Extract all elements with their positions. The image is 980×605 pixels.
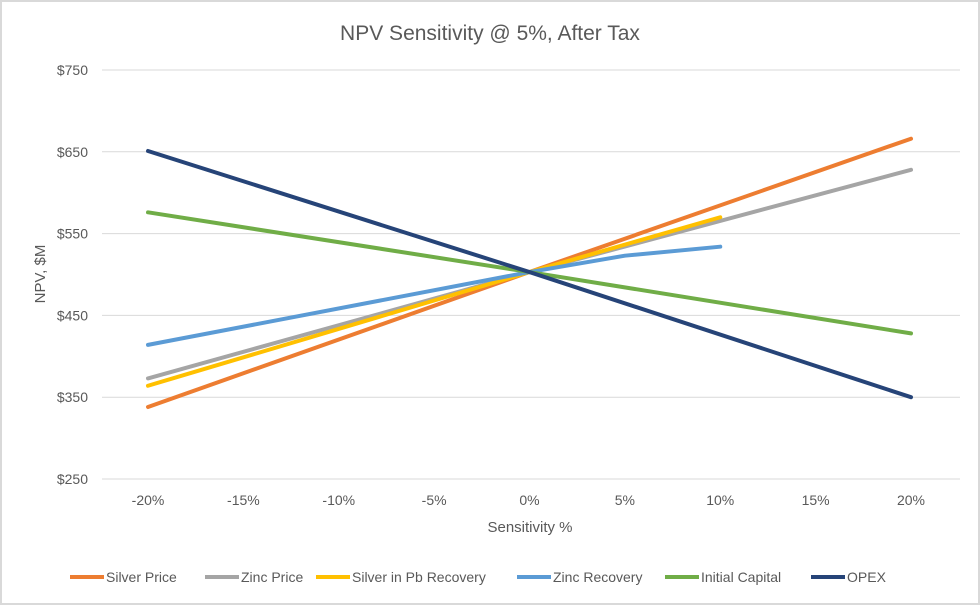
x-tick-label: 15% (802, 492, 830, 508)
y-tick-label: $350 (57, 389, 88, 405)
legend-item: Silver Price (70, 569, 177, 585)
legend-item: Zinc Price (205, 569, 303, 585)
legend-label: Zinc Price (241, 569, 303, 585)
x-tick-label: -10% (322, 492, 355, 508)
legend-item: Silver in Pb Recovery (316, 569, 486, 585)
legend-label: OPEX (847, 569, 887, 585)
x-tick-label: -15% (227, 492, 260, 508)
x-tick-label: 10% (706, 492, 734, 508)
series-line-zinc-recovery (146, 244, 723, 347)
x-tick-label: 20% (897, 492, 925, 508)
chart-title: NPV Sensitivity @ 5%, After Tax (340, 22, 640, 45)
y-tick-label: $250 (57, 471, 88, 487)
legend-label: Silver in Pb Recovery (352, 569, 486, 585)
y-tick-label: $550 (57, 226, 88, 242)
x-tick-label: -20% (132, 492, 165, 508)
legend-label: Initial Capital (701, 569, 781, 585)
series-line-opex (146, 148, 913, 400)
x-tick-label: 5% (615, 492, 635, 508)
y-tick-label: $450 (57, 307, 88, 323)
y-tick-label: $650 (57, 144, 88, 160)
y-tick-label: $750 (57, 62, 88, 78)
legend-item: OPEX (811, 569, 887, 585)
x-tick-label: -5% (422, 492, 447, 508)
legend-label: Zinc Recovery (553, 569, 642, 585)
legend-item: Zinc Recovery (517, 569, 642, 585)
legend-label: Silver Price (106, 569, 177, 585)
y-axis-label: NPV, $M (32, 245, 49, 304)
x-axis-label: Sensitivity % (487, 519, 572, 536)
legend-item: Initial Capital (665, 569, 781, 585)
x-tick-label: 0% (519, 492, 539, 508)
